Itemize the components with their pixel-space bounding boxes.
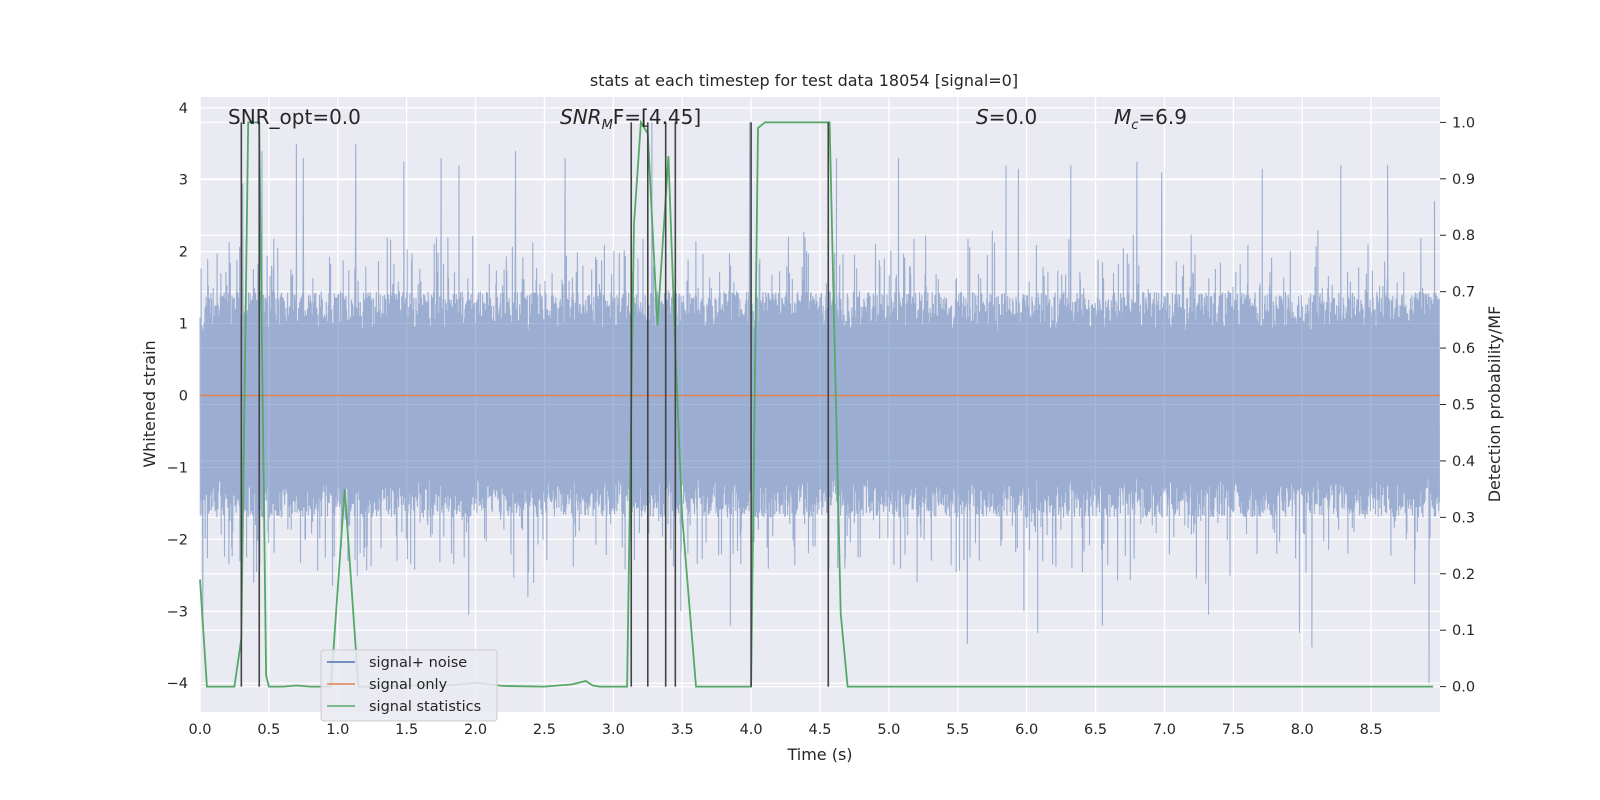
annotation-snr-mf: SNRMF=[4.45] bbox=[560, 105, 701, 133]
annotation-mc-symbol: M bbox=[1114, 105, 1131, 129]
y-axis-ticks: 4 3 2 1 0 −1 −2 −3 −4 bbox=[167, 101, 188, 692]
signal-noise-line bbox=[199, 114, 1440, 684]
annotation-s-symbol: S bbox=[976, 105, 989, 129]
y2-axis-ticks: 1.0 0.9 0.8 0.7 0.6 0.5 0.4 0.3 0.2 0.1 0.0 bbox=[1440, 115, 1475, 696]
y2-tick-label: 0.1 bbox=[1452, 623, 1475, 639]
y2-tick-label: 0.9 bbox=[1452, 172, 1475, 188]
legend-label-signal-noise: signal+ noise bbox=[369, 655, 467, 671]
legend-label-signal-only: signal only bbox=[369, 677, 448, 693]
x-tick-label: 7.0 bbox=[1153, 722, 1176, 738]
x-tick-label: 4.5 bbox=[808, 722, 831, 738]
annotation-s-value: =0.0 bbox=[989, 105, 1038, 129]
signal-noise-series bbox=[199, 114, 1440, 684]
y-tick-label: 0 bbox=[179, 389, 188, 405]
x-tick-label: 3.5 bbox=[671, 722, 694, 738]
x-axis-ticks: 0.0 0.5 1.0 1.5 2.0 2.5 3.0 3.5 4.0 4.5 5.0 5.5 6.0 6… bbox=[188, 722, 1382, 738]
y-tick-label: −3 bbox=[167, 604, 188, 620]
annotation-snr-mf-sub: M bbox=[602, 118, 613, 133]
annotation-mc: Mc=6.9 bbox=[1114, 105, 1187, 133]
x-tick-label: 3.0 bbox=[602, 722, 625, 738]
legend-box bbox=[320, 649, 498, 722]
signal-statistics-line bbox=[199, 119, 1434, 688]
annotation-snr-mf-prefix: SNR bbox=[560, 105, 602, 129]
legend-label-signal-statistics: signal statistics bbox=[369, 699, 481, 715]
legend: signal+ noise signal only signal statist… bbox=[320, 649, 498, 722]
y-tick-label: 2 bbox=[179, 245, 188, 261]
x-tick-label: 1.0 bbox=[326, 722, 349, 738]
annotation-s: S=0.0 bbox=[976, 105, 1037, 129]
y-tick-label: 3 bbox=[179, 173, 188, 189]
y-axis-label: Whitened strain bbox=[140, 340, 159, 467]
y2-tick-label: 0.3 bbox=[1452, 510, 1475, 526]
y-tick-label: −1 bbox=[167, 460, 188, 476]
y-tick-label: 4 bbox=[179, 101, 188, 117]
annotation-mc-value: =6.9 bbox=[1138, 105, 1187, 129]
x-tick-label: 2.0 bbox=[464, 722, 487, 738]
x-tick-label: 8.0 bbox=[1291, 722, 1314, 738]
x-tick-label: 5.5 bbox=[946, 722, 969, 738]
x-tick-label: 6.0 bbox=[1015, 722, 1038, 738]
marker-lines bbox=[240, 122, 830, 687]
y2-tick-label: 0.4 bbox=[1452, 454, 1475, 470]
chart-title: stats at each timestep for test data 180… bbox=[590, 71, 1018, 90]
x-tick-label: 2.5 bbox=[533, 722, 556, 738]
y-tick-label: −2 bbox=[167, 532, 188, 548]
annotation-mc-sub: c bbox=[1131, 118, 1138, 133]
x-tick-label: 0.0 bbox=[188, 722, 211, 738]
x-tick-label: 7.5 bbox=[1222, 722, 1245, 738]
x-tick-label: 5.0 bbox=[877, 722, 900, 738]
y2-tick-label: 0.0 bbox=[1452, 680, 1475, 696]
x-tick-label: 0.5 bbox=[257, 722, 280, 738]
x-tick-label: 4.0 bbox=[740, 722, 763, 738]
signal-statistics-series bbox=[199, 119, 1434, 688]
annotation-snr-opt: SNR_opt=0.0 bbox=[228, 105, 361, 129]
x-tick-label: 8.5 bbox=[1360, 722, 1383, 738]
y2-tick-label: 1.0 bbox=[1452, 115, 1475, 131]
y-tick-label: 1 bbox=[179, 317, 188, 333]
x-axis-label: Time (s) bbox=[786, 745, 852, 764]
x-tick-label: 6.5 bbox=[1084, 722, 1107, 738]
y2-axis-label: Detection probability/MF bbox=[1485, 306, 1504, 503]
y2-tick-label: 0.5 bbox=[1452, 398, 1475, 414]
y-tick-label: −4 bbox=[167, 676, 188, 692]
y2-tick-label: 0.7 bbox=[1452, 285, 1475, 301]
x-tick-label: 1.5 bbox=[395, 722, 418, 738]
y2-tick-label: 0.6 bbox=[1452, 341, 1475, 357]
annotation-snr-mf-suffix: F=[4.45] bbox=[613, 105, 701, 129]
y2-tick-label: 0.8 bbox=[1452, 228, 1475, 244]
y2-tick-label: 0.2 bbox=[1452, 567, 1475, 583]
